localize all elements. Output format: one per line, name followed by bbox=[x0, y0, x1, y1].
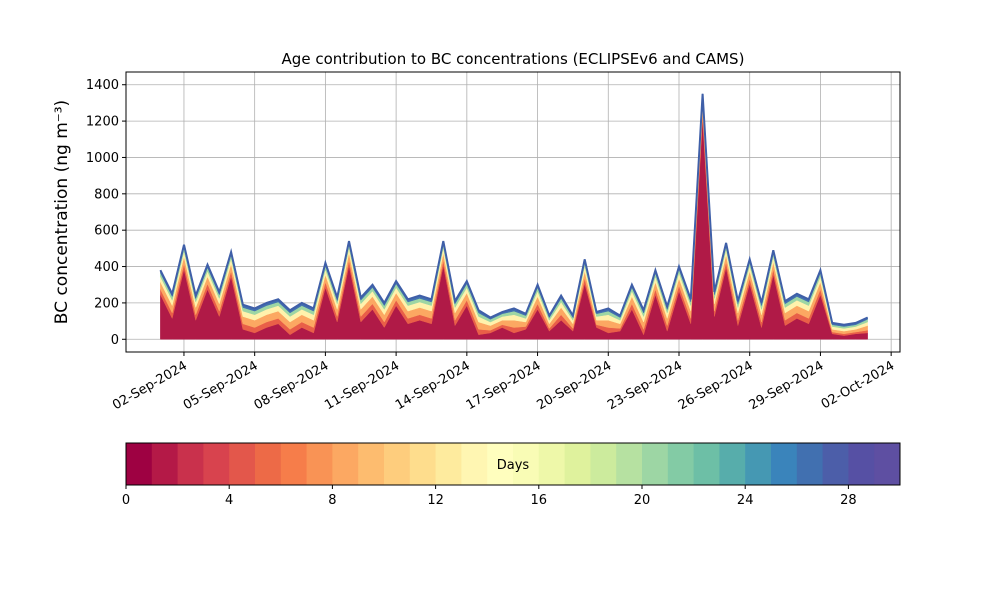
colorbar-swatch bbox=[229, 443, 256, 485]
y-tick-label: 200 bbox=[94, 296, 119, 311]
y-tick-label: 800 bbox=[94, 187, 119, 202]
area bbox=[160, 96, 868, 329]
x-tick-label: 14-Sep-2024 bbox=[393, 358, 473, 413]
colorbar-frame bbox=[125, 442, 901, 486]
colorbar-swatch bbox=[487, 443, 514, 485]
colorbar-tick-label: 20 bbox=[634, 493, 651, 508]
colorbar-swatch bbox=[564, 443, 591, 485]
colorbar-swatch bbox=[255, 443, 282, 485]
colorbar-swatch bbox=[306, 443, 333, 485]
x-tick-label: 05-Sep-2024 bbox=[181, 358, 261, 413]
colorbar-tick-label: 28 bbox=[840, 493, 857, 508]
colorbar-swatch bbox=[771, 443, 798, 485]
colorbar-tick-label: 8 bbox=[328, 493, 336, 508]
colorbar-tick-label: 0 bbox=[122, 493, 130, 508]
colorbar-swatch bbox=[667, 443, 695, 485]
y-axis-label: BC concentration (ng m⁻³) bbox=[52, 100, 72, 324]
colorbar-swatch bbox=[126, 443, 153, 485]
colorbar-swatch bbox=[719, 443, 746, 485]
colorbar-swatch bbox=[409, 443, 437, 485]
colorbar-swatch bbox=[874, 443, 901, 485]
x-tick-label: 23-Sep-2024 bbox=[605, 358, 685, 413]
colorbar-swatch bbox=[358, 443, 385, 485]
colorbar-label: Days bbox=[497, 458, 530, 473]
colorbar-swatch bbox=[538, 443, 566, 485]
colorbar-swatch bbox=[435, 443, 462, 485]
colorbar-swatch bbox=[848, 443, 875, 485]
x-tick-label: 02-Oct-2024 bbox=[819, 358, 897, 412]
x-tick-label: 29-Sep-2024 bbox=[747, 358, 827, 413]
x-tick-label: 26-Sep-2024 bbox=[676, 358, 756, 413]
chart-title: Age contribution to BC concentrations (E… bbox=[282, 50, 745, 68]
colorbar-swatch bbox=[461, 443, 488, 485]
y-tick-label: 0 bbox=[111, 333, 119, 348]
colorbar-swatch bbox=[203, 443, 230, 485]
colorbar-swatch bbox=[745, 443, 772, 485]
colorbar-tick-label: 24 bbox=[737, 493, 754, 508]
x-tick-label: 08-Sep-2024 bbox=[252, 358, 332, 413]
colorbar-swatch bbox=[693, 443, 720, 485]
colorbar-swatch bbox=[796, 443, 824, 485]
y-tick-label: 400 bbox=[94, 260, 119, 275]
colorbar-tick-label: 4 bbox=[225, 493, 233, 508]
x-tick-label: 11-Sep-2024 bbox=[322, 358, 402, 413]
colorbar-swatch bbox=[513, 443, 540, 485]
y-tick-label: 600 bbox=[94, 224, 119, 239]
colorbar-swatch bbox=[642, 443, 669, 485]
colorbar-swatch bbox=[384, 443, 411, 485]
colorbar-tick-label: 16 bbox=[531, 493, 548, 508]
y-tick-label: 1000 bbox=[86, 151, 119, 166]
colorbar-swatch bbox=[332, 443, 359, 485]
colorbar-swatch bbox=[177, 443, 204, 485]
colorbar-swatch bbox=[822, 443, 849, 485]
colorbar-swatch bbox=[590, 443, 617, 485]
colorbar-swatch bbox=[616, 443, 643, 485]
plot-frame bbox=[125, 71, 901, 353]
x-tick-label: 20-Sep-2024 bbox=[534, 358, 614, 413]
colorbar-swatch bbox=[280, 443, 308, 485]
x-tick-label: 17-Sep-2024 bbox=[464, 358, 544, 413]
area bbox=[160, 93, 868, 327]
y-tick-label: 1200 bbox=[86, 115, 119, 130]
top-line bbox=[159, 93, 869, 326]
x-tick-label: 02-Sep-2024 bbox=[110, 358, 190, 413]
y-tick-label: 1400 bbox=[86, 78, 119, 93]
colorbar-tick-label: 12 bbox=[427, 493, 444, 508]
colorbar-swatch bbox=[151, 443, 179, 485]
area bbox=[160, 100, 868, 332]
